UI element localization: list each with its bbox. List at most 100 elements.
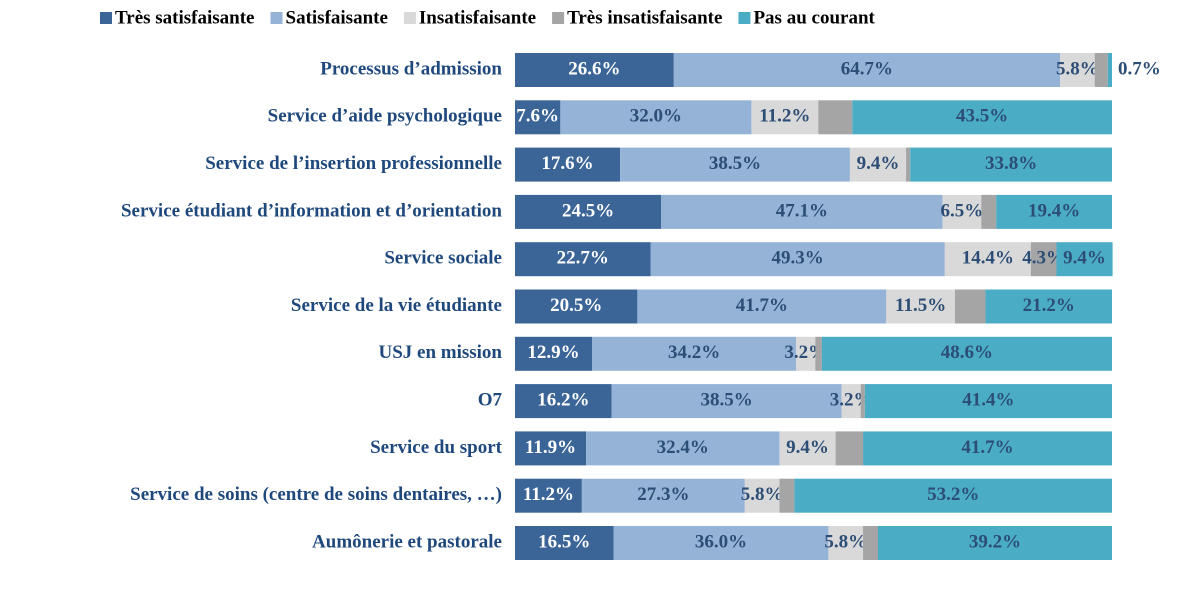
- bar-segment: [637, 289, 887, 324]
- value-label: 16.5%: [538, 531, 590, 552]
- value-label: 49.3%: [772, 248, 824, 269]
- bar-segment: [620, 147, 850, 182]
- bar-segment: [1060, 53, 1095, 87]
- bar-segment: [852, 100, 1112, 135]
- legend-label: Insatisfaisante: [419, 7, 536, 28]
- category-label: USJ en mission: [378, 342, 502, 363]
- legend-label: Très insatisfaisante: [567, 7, 722, 28]
- bar-segment: [515, 100, 561, 135]
- value-label: 20.5%: [550, 295, 602, 316]
- bar-segment: [996, 194, 1112, 229]
- bar-segment: [744, 478, 780, 513]
- value-label: 47.1%: [776, 200, 828, 221]
- value-label: 22.7%: [557, 248, 609, 269]
- bar-segment: [515, 478, 582, 513]
- category-label: O7: [478, 389, 503, 410]
- bar-segment: [796, 336, 816, 371]
- bar-segment: [981, 194, 997, 229]
- value-label: 11.2%: [523, 484, 574, 505]
- value-label: 41.7%: [961, 437, 1013, 458]
- bar-segment: [581, 478, 745, 513]
- bar-segment: [515, 289, 638, 324]
- bar-segment: [515, 194, 662, 229]
- value-label: 38.5%: [709, 153, 761, 174]
- value-label: 11.5%: [895, 295, 946, 316]
- bar-segment: [863, 526, 878, 560]
- value-label: 41.4%: [962, 389, 1014, 410]
- bar-segment: [818, 100, 853, 135]
- bar-segment: [515, 242, 651, 277]
- bar-segment: [515, 526, 614, 560]
- bar-segment: [944, 242, 1031, 277]
- category-label: Processus d’admission: [320, 58, 502, 79]
- bar-segment: [815, 336, 822, 371]
- bar-segment: [910, 147, 1112, 182]
- bar-segment: [942, 194, 982, 229]
- value-label: 5.8%: [741, 484, 784, 505]
- bar-segment: [560, 100, 752, 135]
- value-label: 34.2%: [668, 342, 720, 363]
- value-label: 19.4%: [1028, 200, 1080, 221]
- bar-segment: [1056, 242, 1113, 277]
- value-label: 64.7%: [841, 58, 893, 79]
- legend-label: Très satisfaisante: [115, 7, 255, 28]
- bar-segment: [864, 384, 1112, 419]
- category-label: Service du sport: [370, 437, 503, 458]
- legend-swatch: [552, 12, 565, 24]
- bar-segment: [906, 147, 911, 182]
- bar-segment: [751, 100, 819, 135]
- bar-segment: [613, 526, 829, 560]
- bar-segment: [835, 431, 864, 466]
- bar-segment: [515, 384, 612, 419]
- value-label: 48.6%: [941, 342, 993, 363]
- value-label: 33.8%: [985, 153, 1037, 174]
- value-label: 17.6%: [541, 153, 593, 174]
- value-label: 32.0%: [630, 106, 682, 127]
- bar-segment: [1030, 242, 1057, 277]
- value-label: 41.7%: [736, 295, 788, 316]
- value-label: 36.0%: [695, 531, 747, 552]
- bar-segment: [592, 336, 797, 371]
- bar-segment: [877, 526, 1112, 560]
- value-label: 0.7%: [1118, 58, 1161, 79]
- value-label: 5.8%: [824, 531, 867, 552]
- legend-swatch: [270, 12, 283, 24]
- bar-segment: [794, 478, 1112, 513]
- value-label: 27.3%: [637, 484, 689, 505]
- bar-segment: [1107, 53, 1112, 87]
- category-label: Service sociale: [384, 248, 502, 269]
- category-label: Service de la vie étudiante: [291, 295, 502, 316]
- category-label: Service de l’insertion professionnelle: [205, 153, 502, 174]
- bar-segment: [515, 147, 621, 182]
- value-label: 43.5%: [956, 106, 1008, 127]
- bar-segment: [779, 478, 795, 513]
- bar-segment: [954, 289, 986, 324]
- bar-segment: [886, 289, 955, 324]
- bar-segment: [586, 431, 780, 466]
- value-label: 24.5%: [562, 200, 614, 221]
- value-label: 9.4%: [857, 153, 900, 174]
- category-label: Service étudiant d’information et d’orie…: [121, 200, 502, 221]
- bar-segment: [673, 53, 1061, 87]
- bar-segment: [515, 53, 674, 87]
- category-label: Service d’aide psychologique: [268, 106, 502, 127]
- legend-swatch: [403, 12, 416, 24]
- bar-segment: [841, 384, 861, 419]
- bar-segment: [863, 431, 1112, 466]
- bar-segment: [828, 526, 864, 560]
- bar-segment: [611, 384, 842, 419]
- legend-swatch: [738, 12, 751, 24]
- value-label: 5.8%: [1056, 58, 1099, 79]
- bar-segment: [779, 431, 836, 466]
- value-label: 14.4%: [962, 248, 1014, 269]
- value-label: 39.2%: [969, 531, 1021, 552]
- value-label: 9.4%: [786, 437, 829, 458]
- value-label: 32.4%: [657, 437, 709, 458]
- bar-segment: [1094, 53, 1108, 87]
- bar-segment: [661, 194, 943, 229]
- value-label: 4.3%: [1022, 248, 1065, 269]
- legend-label: Pas au courant: [753, 7, 875, 28]
- bar-segment: [821, 336, 1112, 371]
- bar-segment: [515, 431, 587, 466]
- value-label: 26.6%: [568, 58, 620, 79]
